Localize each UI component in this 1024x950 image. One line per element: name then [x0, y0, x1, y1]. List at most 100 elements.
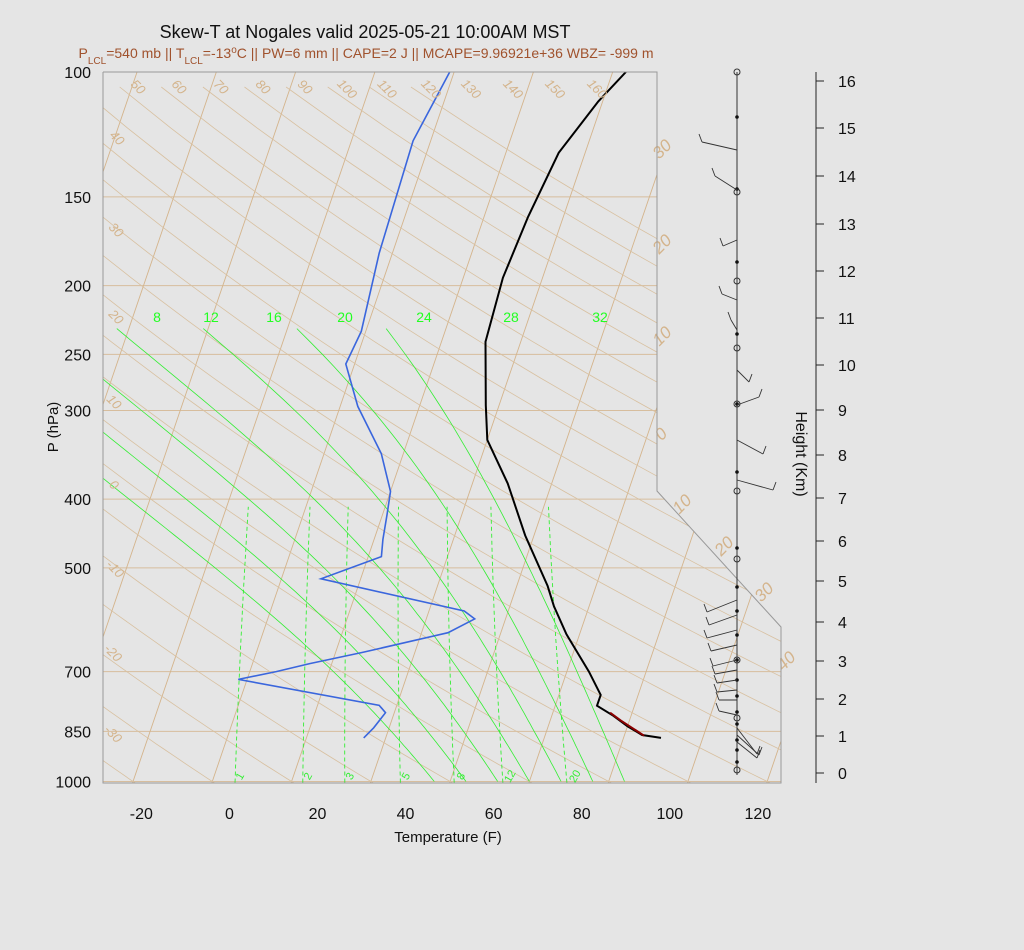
x-tick--20: -20 — [130, 806, 153, 823]
height-tick-13: 13 — [838, 217, 856, 234]
wind-barb-flag — [756, 745, 761, 755]
dry-adiabat — [103, 86, 781, 783]
mixing-ratio-12 — [490, 506, 505, 783]
profile-lines — [238, 72, 662, 739]
wind-barb — [736, 741, 758, 759]
height-tick-14: 14 — [838, 169, 856, 186]
moist-label-12: 12 — [203, 309, 219, 325]
wind-barb-flag — [703, 603, 708, 613]
moist-adiabat-20 — [116, 328, 530, 782]
dry-adiabat — [369, 86, 781, 783]
wind-calm-circle — [733, 656, 741, 664]
series-dewpoint — [238, 72, 477, 739]
height-tick-10: 10 — [838, 358, 856, 375]
wind-barb — [706, 629, 738, 639]
dry-adiabat — [103, 86, 781, 783]
wind-level-dot — [735, 115, 739, 119]
height-tick-2: 2 — [838, 692, 847, 709]
x-tick-0: 0 — [225, 806, 234, 823]
wind-barb — [706, 599, 738, 613]
wind-level-dot — [735, 260, 739, 264]
chart-subtitle: PLCL=540 mb || TLCL=-13oC || PW=6 mm || … — [79, 45, 654, 67]
dry-adiabat — [410, 86, 781, 783]
wind-calm-circle — [733, 188, 741, 196]
height-tick-8: 8 — [838, 448, 847, 465]
mixing-ratio-8 — [446, 506, 456, 783]
mixing-label-5: 5 — [400, 771, 413, 782]
height-tick-5: 5 — [838, 574, 847, 591]
isotherm-label-right: 40 — [773, 647, 800, 674]
wind-calm-circle — [733, 277, 741, 285]
moist-label-8: 8 — [153, 309, 161, 325]
wind-barb-flag — [711, 167, 716, 177]
wind-barb-flag — [698, 133, 703, 143]
wind-barb — [721, 293, 738, 301]
dry-adiabat — [103, 86, 558, 783]
wind-barb — [730, 319, 738, 331]
dry-adiabat — [103, 86, 477, 783]
isotherm--50c — [103, 72, 219, 783]
height-tick-3: 3 — [838, 654, 847, 671]
moist-adiabat-16 — [103, 328, 499, 782]
x-axis-label: Temperature (F) — [394, 829, 502, 846]
wind-barb-flag — [715, 702, 720, 712]
moist-label-32: 32 — [592, 309, 608, 325]
dry-adiabat — [103, 86, 781, 783]
wind-level-dot — [735, 633, 739, 637]
x-tick-100: 100 — [656, 806, 683, 823]
moist-adiabat-32 — [385, 328, 625, 782]
wind-level-dot — [735, 470, 739, 474]
dry-adiabat-label-100: 100 — [334, 76, 360, 102]
height-tick-6: 6 — [838, 534, 847, 551]
plot-frame — [102, 71, 782, 784]
wind-calm-circle — [733, 766, 741, 774]
isotherm-0c — [369, 72, 615, 783]
mixing-label-12: 12 — [502, 768, 519, 785]
dry-adiabat-label-50: 50 — [128, 76, 149, 97]
wind-level-dot — [735, 585, 739, 589]
isotherm-40c — [686, 72, 781, 783]
p-tick-700: 700 — [64, 665, 91, 682]
wind-barb-flag — [756, 749, 761, 759]
moist-adiabat-24 — [203, 328, 562, 782]
height-tick-9: 9 — [838, 403, 847, 420]
wind-level-dot — [735, 760, 739, 764]
height-tick-1: 1 — [838, 729, 847, 746]
wind-barb — [714, 175, 738, 191]
height-tick-4: 4 — [838, 615, 847, 632]
height-tick-16: 16 — [838, 74, 856, 91]
isotherm-label-right: 30 — [649, 135, 676, 162]
p-tick-150: 150 — [64, 190, 91, 207]
height-tick-12: 12 — [838, 264, 856, 281]
x-tick-40: 40 — [397, 806, 415, 823]
isotherm-label-right: 0 — [651, 424, 672, 445]
isotherm-label-right: 10 — [669, 490, 696, 517]
mixing-label-3: 3 — [344, 771, 357, 782]
wind-level-dot — [735, 748, 739, 752]
p-tick-300: 300 — [64, 404, 91, 421]
p-tick-400: 400 — [64, 492, 91, 509]
wind-barb-flag — [705, 616, 710, 626]
dry-adiabat — [103, 86, 781, 783]
wind-level-dot — [735, 738, 739, 742]
dry-adiabat-label-160: 160 — [584, 76, 610, 102]
moist-adiabat-28 — [296, 328, 594, 782]
moist-adiabat-12 — [103, 328, 467, 782]
wind-barb-flag — [713, 683, 718, 693]
wind-level-dot — [735, 722, 739, 726]
mixing-label-2: 2 — [302, 771, 315, 782]
wind-calm-circle — [733, 487, 741, 495]
wind-barb — [736, 396, 760, 406]
wind-barb — [712, 659, 738, 667]
dry-adiabat — [103, 86, 718, 783]
theta-label-left: -20 — [101, 641, 125, 665]
wind-barb-flag — [718, 285, 723, 295]
dry-adiabat-label-130: 130 — [458, 76, 484, 102]
mixing-ratio-1 — [234, 506, 249, 783]
dry-adiabat — [103, 86, 781, 783]
wind-calm-circle — [733, 68, 741, 76]
x-tick-120: 120 — [745, 806, 772, 823]
p-tick-1000: 1000 — [55, 775, 91, 792]
wind-barb — [701, 141, 738, 151]
